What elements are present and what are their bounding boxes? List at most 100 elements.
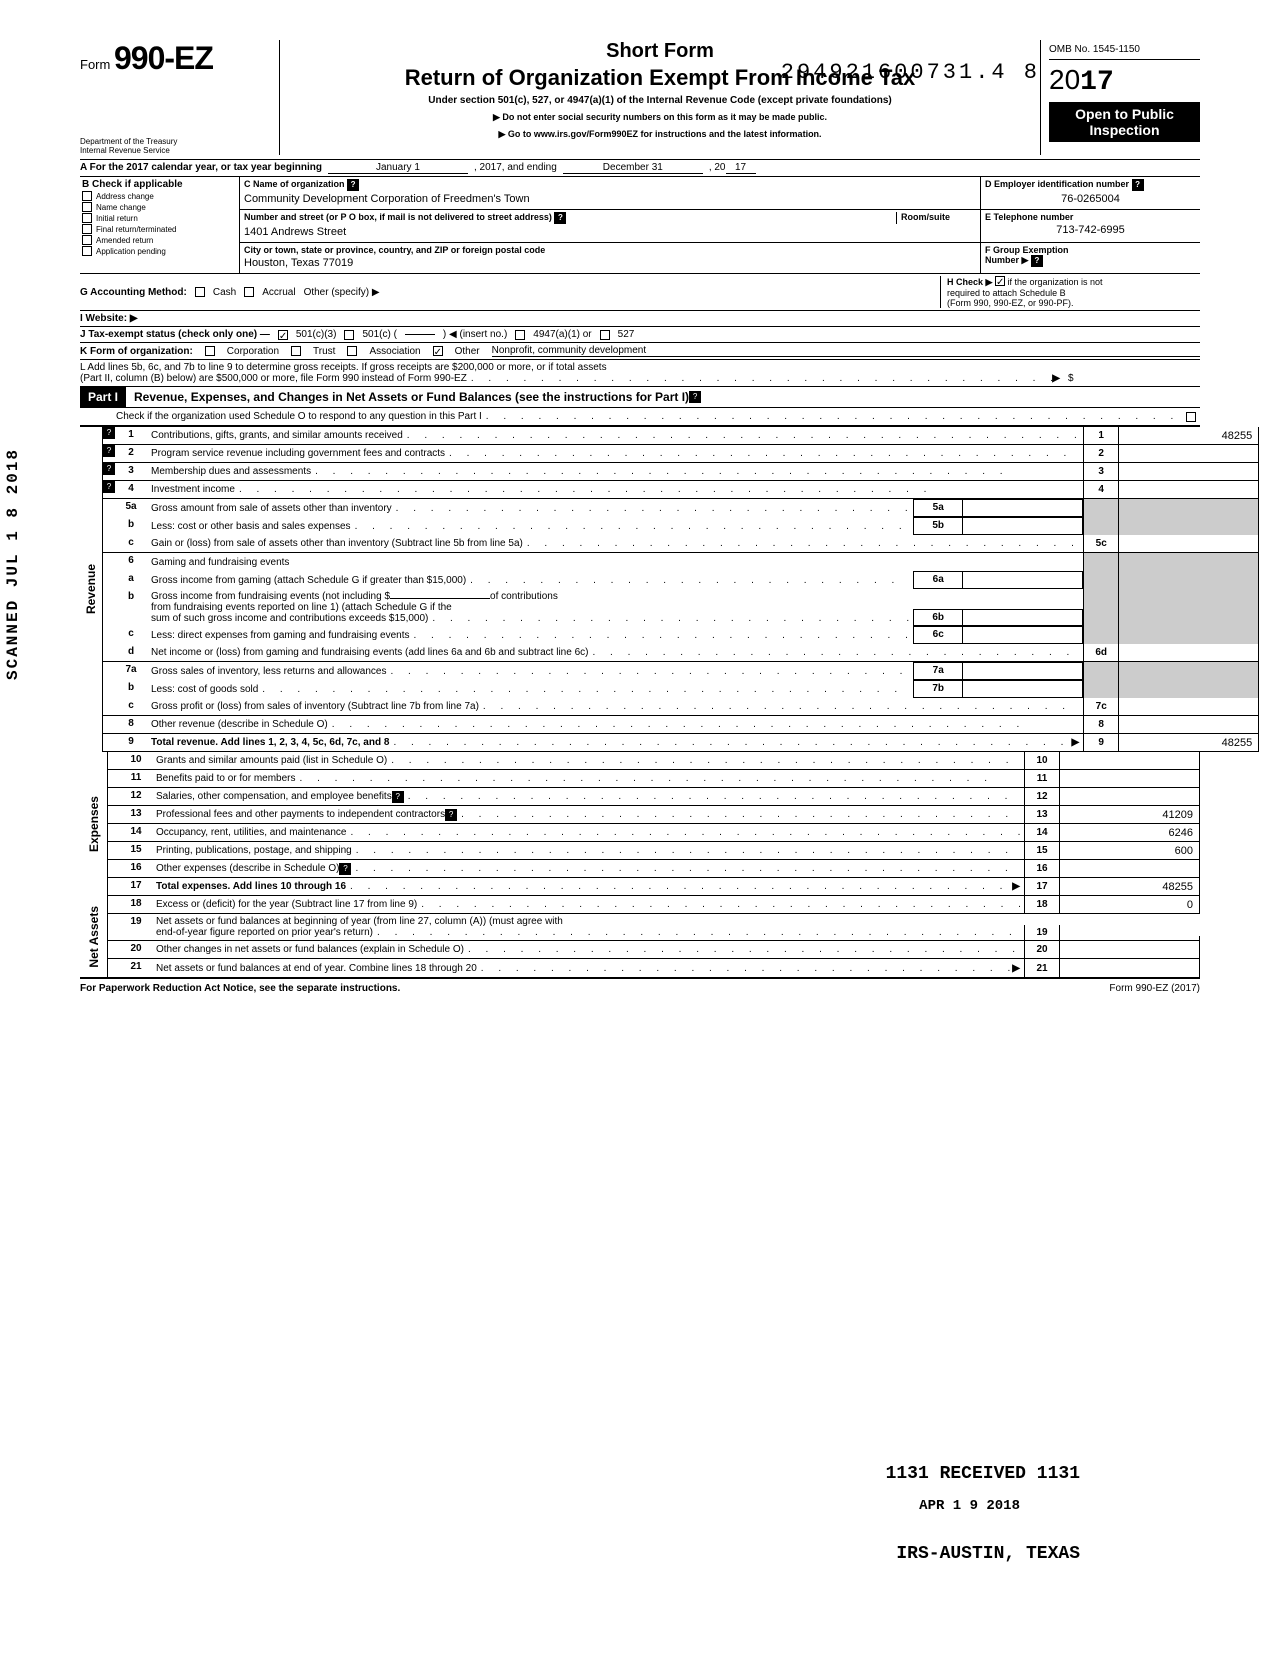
- year-suffix: 17: [1080, 67, 1114, 98]
- check-trust[interactable]: [291, 346, 301, 356]
- line12-value[interactable]: [1060, 788, 1200, 805]
- footer-left: For Paperwork Reduction Act Notice, see …: [80, 983, 400, 994]
- line6d-value[interactable]: [1119, 644, 1259, 661]
- help-icon[interactable]: ?: [339, 863, 351, 875]
- col-e-phone: E Telephone number 713-742-6995: [980, 210, 1200, 242]
- help-icon[interactable]: ?: [445, 809, 457, 821]
- col-d-ein: D Employer identification number ? 76-02…: [980, 177, 1200, 209]
- help-icon[interactable]: ?: [1031, 255, 1043, 267]
- help-icon[interactable]: ?: [554, 212, 566, 224]
- line19-value[interactable]: [1060, 936, 1200, 940]
- row-g: G Accounting Method: Cash Accrual Other …: [80, 274, 1200, 311]
- form-header: Form 990-EZ Department of the Treasury I…: [80, 40, 1200, 160]
- check-corp[interactable]: [205, 346, 215, 356]
- check-501c3[interactable]: [278, 330, 288, 340]
- line15-value[interactable]: 600: [1060, 842, 1200, 859]
- line3-value[interactable]: [1119, 463, 1259, 480]
- revenue-label: Revenue: [80, 556, 102, 622]
- net-assets-section: Net Assets 18Excess or (deficit) for the…: [80, 896, 1200, 977]
- g-other: Other (specify) ▶: [304, 287, 380, 298]
- check-h[interactable]: [995, 276, 1005, 286]
- part1-header-row: Part I Revenue, Expenses, and Changes in…: [80, 387, 1200, 408]
- stamp-date: APR 1 9 2018: [919, 1498, 1020, 1514]
- check-initial-return[interactable]: Initial return: [82, 213, 237, 223]
- revenue-section: Revenue ?1Contributions, gifts, grants, …: [80, 426, 1200, 752]
- line16-value[interactable]: [1060, 860, 1200, 877]
- row-a-begin[interactable]: January 1: [328, 162, 468, 174]
- line7a-value[interactable]: [963, 662, 1083, 680]
- row-a-end[interactable]: December 31: [563, 162, 703, 174]
- header-right: OMB No. 1545-1150 2017 Open to Public In…: [1040, 40, 1200, 155]
- city-value[interactable]: Houston, Texas 77019: [244, 255, 976, 271]
- expenses-label: Expenses: [83, 788, 105, 860]
- line7b-value[interactable]: [963, 680, 1083, 698]
- stamp-irs: IRS-AUSTIN, TEXAS: [896, 1544, 1080, 1564]
- check-final-return[interactable]: Final return/terminated: [82, 224, 237, 234]
- check-4947[interactable]: [515, 330, 525, 340]
- check-app-pending[interactable]: Application pending: [82, 246, 237, 256]
- check-name-change[interactable]: Name change: [82, 202, 237, 212]
- check-address-change[interactable]: Address change: [82, 191, 237, 201]
- check-assoc[interactable]: [347, 346, 357, 356]
- check-schedule-o[interactable]: [1186, 412, 1196, 422]
- expenses-section: Expenses 10Grants and similar amounts pa…: [80, 752, 1200, 896]
- b-label: B Check if applicable: [82, 179, 237, 190]
- line8-value[interactable]: [1119, 716, 1259, 733]
- part1-check-row: Check if the organization used Schedule …: [80, 408, 1200, 426]
- d-label: D Employer identification number: [985, 179, 1129, 189]
- col-c-name: C Name of organization ? Community Devel…: [240, 177, 980, 209]
- line17-value[interactable]: 48255: [1060, 878, 1200, 895]
- help-icon[interactable]: ?: [103, 427, 115, 439]
- line5a-value[interactable]: [963, 499, 1083, 517]
- dept-treasury: Department of the Treasury: [80, 137, 271, 146]
- k-other-value[interactable]: Nonprofit, community development: [492, 345, 1200, 357]
- col-c-street: Number and street (or P O box, if mail i…: [240, 210, 980, 242]
- line10-value[interactable]: [1060, 752, 1200, 769]
- help-icon[interactable]: ?: [689, 391, 701, 403]
- ein-value[interactable]: 76-0265004: [985, 191, 1196, 207]
- street-value[interactable]: 1401 Andrews Street: [244, 224, 976, 240]
- row-a-label: A For the 2017 calendar year, or tax yea…: [80, 162, 322, 174]
- note-url: ▶ Go to www.irs.gov/Form990EZ for instru…: [288, 129, 1032, 140]
- line13-value[interactable]: 41209: [1060, 806, 1200, 823]
- row-i-website: I Website: ▶: [80, 311, 1200, 327]
- line6c-value[interactable]: [963, 626, 1083, 644]
- check-other-org[interactable]: [433, 346, 443, 356]
- line6a-value[interactable]: [963, 571, 1083, 589]
- f-label2: Number ▶: [985, 255, 1028, 265]
- dln-number: 294921600731.4 8: [781, 60, 1040, 85]
- check-amended[interactable]: Amended return: [82, 235, 237, 245]
- org-name[interactable]: Community Development Corporation of Fre…: [244, 191, 976, 207]
- help-icon[interactable]: ?: [103, 463, 115, 475]
- line6b-value[interactable]: [963, 609, 1083, 626]
- check-cash[interactable]: [195, 287, 205, 297]
- row-a-yearval[interactable]: 17: [726, 162, 756, 174]
- line2-value[interactable]: [1119, 445, 1259, 462]
- subtitle: Under section 501(c), 527, or 4947(a)(1)…: [288, 95, 1032, 106]
- help-icon[interactable]: ?: [392, 791, 404, 803]
- line5c-value[interactable]: [1119, 535, 1259, 552]
- stamp-received: 1131 RECEIVED 1131: [886, 1464, 1080, 1484]
- line18-value[interactable]: 0: [1060, 896, 1200, 913]
- line4-value[interactable]: [1119, 481, 1259, 498]
- line11-value[interactable]: [1060, 770, 1200, 787]
- line14-value[interactable]: 6246: [1060, 824, 1200, 841]
- open-public-line1: Open to Public: [1053, 106, 1196, 122]
- line5b-value[interactable]: [963, 517, 1083, 535]
- check-527[interactable]: [600, 330, 610, 340]
- header-left: Form 990-EZ Department of the Treasury I…: [80, 40, 280, 155]
- help-icon[interactable]: ?: [1132, 179, 1144, 191]
- phone-value[interactable]: 713-742-6995: [985, 222, 1196, 238]
- line1-value[interactable]: 48255: [1119, 427, 1259, 444]
- line7c-value[interactable]: [1119, 698, 1259, 715]
- open-public: Open to Public Inspection: [1049, 102, 1200, 142]
- check-501c[interactable]: [344, 330, 354, 340]
- line9-value[interactable]: 48255: [1119, 734, 1259, 751]
- check-accrual[interactable]: [244, 287, 254, 297]
- help-icon[interactable]: ?: [103, 445, 115, 457]
- line21-value[interactable]: [1060, 959, 1200, 977]
- help-icon[interactable]: ?: [347, 179, 359, 191]
- help-icon[interactable]: ?: [103, 481, 115, 493]
- line20-value[interactable]: [1060, 941, 1200, 958]
- h-text1: if the organization is not: [1007, 277, 1102, 287]
